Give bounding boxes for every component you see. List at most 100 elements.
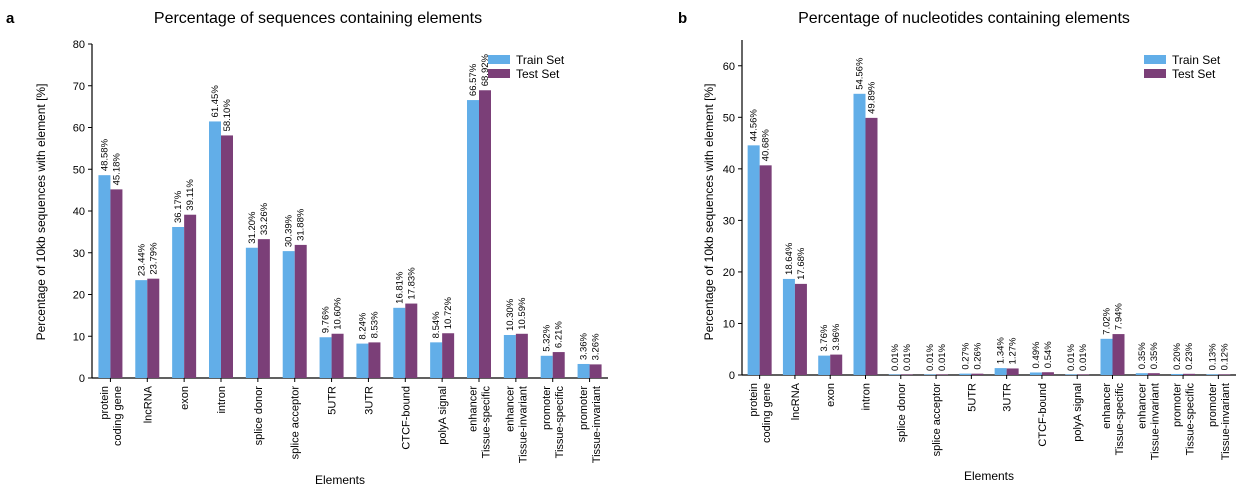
bar-train xyxy=(577,363,590,378)
plot-area: 0 10 20 30 40 50 60 44.56%40.68% protein coding g… xyxy=(723,40,1236,460)
x-tick-label: promoter xyxy=(1207,383,1219,427)
data-label: 0.23% xyxy=(1184,342,1195,369)
y-tick-label: 80 xyxy=(73,39,85,51)
x-tick-label: 3UTR xyxy=(363,386,375,415)
x-tick-label: Tissue-invariant xyxy=(1220,383,1232,460)
bar-test xyxy=(1077,374,1090,375)
y-tick-label: 40 xyxy=(723,164,735,176)
data-label: 0.35% xyxy=(1149,342,1160,369)
data-label: 1.34% xyxy=(996,337,1007,364)
legend: Train Set Test Set xyxy=(1144,53,1221,81)
panel-letter: b xyxy=(678,10,687,27)
legend-swatch-test xyxy=(488,69,510,78)
data-label: 0.20% xyxy=(1172,342,1183,369)
x-tick-label: 5UTR xyxy=(966,383,978,412)
bar-test xyxy=(1147,373,1160,375)
x-tick-label: intron xyxy=(216,386,228,414)
x-tick-label: Tissue-invariant xyxy=(1149,383,1161,460)
x-tick-label: CTCF-bound xyxy=(400,386,412,450)
data-label: 17.83% xyxy=(406,267,417,300)
data-label: 0.54% xyxy=(1043,341,1054,368)
x-tick-label: Tissue-specific xyxy=(1114,383,1126,456)
bar-train xyxy=(1065,374,1078,375)
x-tick-label: exon xyxy=(179,386,191,410)
x-tick-label: polyA signal xyxy=(1072,383,1084,442)
data-label: 0.49% xyxy=(1031,341,1042,368)
legend: Train Set Test Set xyxy=(488,53,565,81)
chart-title: Percentage of nucleotides containing ele… xyxy=(798,10,1130,27)
data-label: 3.76% xyxy=(819,324,830,351)
x-axis-label: Elements xyxy=(315,473,365,487)
bar-test xyxy=(1183,373,1196,375)
bar-train xyxy=(467,100,479,378)
y-tick-label: 40 xyxy=(73,206,85,218)
bar-test xyxy=(865,117,878,375)
bar-test xyxy=(1006,368,1019,375)
bar-train xyxy=(818,355,831,375)
x-tick-label: CTCF-bound xyxy=(1037,383,1049,447)
legend-label-train: Train Set xyxy=(516,53,565,67)
data-label: 68.92% xyxy=(480,53,491,86)
bar-test xyxy=(147,278,160,378)
data-label: 0.35% xyxy=(1137,342,1148,369)
y-tick-label: 0 xyxy=(729,370,735,382)
x-tick-label: polyA signal xyxy=(437,386,449,445)
x-tick-label: promoter xyxy=(578,386,590,430)
data-label: 10.59% xyxy=(517,297,528,330)
data-label: 10.72% xyxy=(443,296,454,329)
x-tick-label: 3UTR xyxy=(1002,383,1014,412)
bar-train xyxy=(503,334,516,378)
bar-train xyxy=(1135,373,1148,375)
bar-train xyxy=(994,368,1007,375)
bar-test xyxy=(759,165,772,375)
bar-test xyxy=(900,374,913,375)
bar-test xyxy=(1041,372,1054,375)
x-tick-label: protein xyxy=(748,383,760,417)
data-label: 45.18% xyxy=(111,153,122,186)
y-tick-label: 50 xyxy=(723,112,735,124)
data-label: 0.26% xyxy=(972,342,983,369)
bar-test xyxy=(971,373,984,375)
data-label: 0.01% xyxy=(890,343,901,370)
x-tick-label: splice acceptor xyxy=(290,386,302,460)
bar-train xyxy=(1029,372,1042,375)
data-label: 6.21% xyxy=(554,321,565,348)
bar-test xyxy=(221,135,233,378)
x-axis-label: Elements xyxy=(964,469,1014,483)
bar-train xyxy=(959,373,972,375)
bar-train xyxy=(356,343,369,378)
data-label: 5.32% xyxy=(542,324,553,351)
bar-train xyxy=(135,280,148,378)
data-label: 33.26% xyxy=(259,202,270,235)
legend-label-test: Test Set xyxy=(1172,67,1216,81)
data-label: 3.36% xyxy=(579,332,590,359)
x-tick-label: Tissue-specific xyxy=(1185,383,1197,456)
bar-train xyxy=(1171,373,1184,375)
x-tick-label: protein xyxy=(99,386,111,420)
panel-letter: a xyxy=(6,10,15,27)
data-label: 8.24% xyxy=(357,312,368,339)
data-label: 0.01% xyxy=(902,343,913,370)
bar-train xyxy=(853,93,866,375)
bar-test xyxy=(331,333,344,378)
data-label: 30.39% xyxy=(284,214,295,247)
x-tick-label: promoter xyxy=(1172,383,1184,427)
bar-test xyxy=(368,342,381,378)
legend-swatch-train xyxy=(1144,55,1166,64)
legend-swatch-train xyxy=(488,55,510,64)
panel-b: b Percentage of nucleotides containing e… xyxy=(678,10,1236,483)
bar-train xyxy=(393,307,406,378)
data-label: 8.53% xyxy=(369,311,380,338)
data-label: 0.01% xyxy=(937,343,948,370)
x-tick-label: exon xyxy=(825,383,837,407)
panel-a: a Percentage of sequences containing ele… xyxy=(6,10,608,487)
y-tick-label: 60 xyxy=(723,61,735,73)
data-label: 0.13% xyxy=(1207,343,1218,370)
bar-train xyxy=(430,342,443,378)
data-label: 48.58% xyxy=(99,138,110,171)
bar-train xyxy=(245,247,258,378)
bar-train xyxy=(1100,338,1113,375)
chart-title: Percentage of sequences containing eleme… xyxy=(154,10,482,27)
y-tick-label: 20 xyxy=(73,290,85,302)
